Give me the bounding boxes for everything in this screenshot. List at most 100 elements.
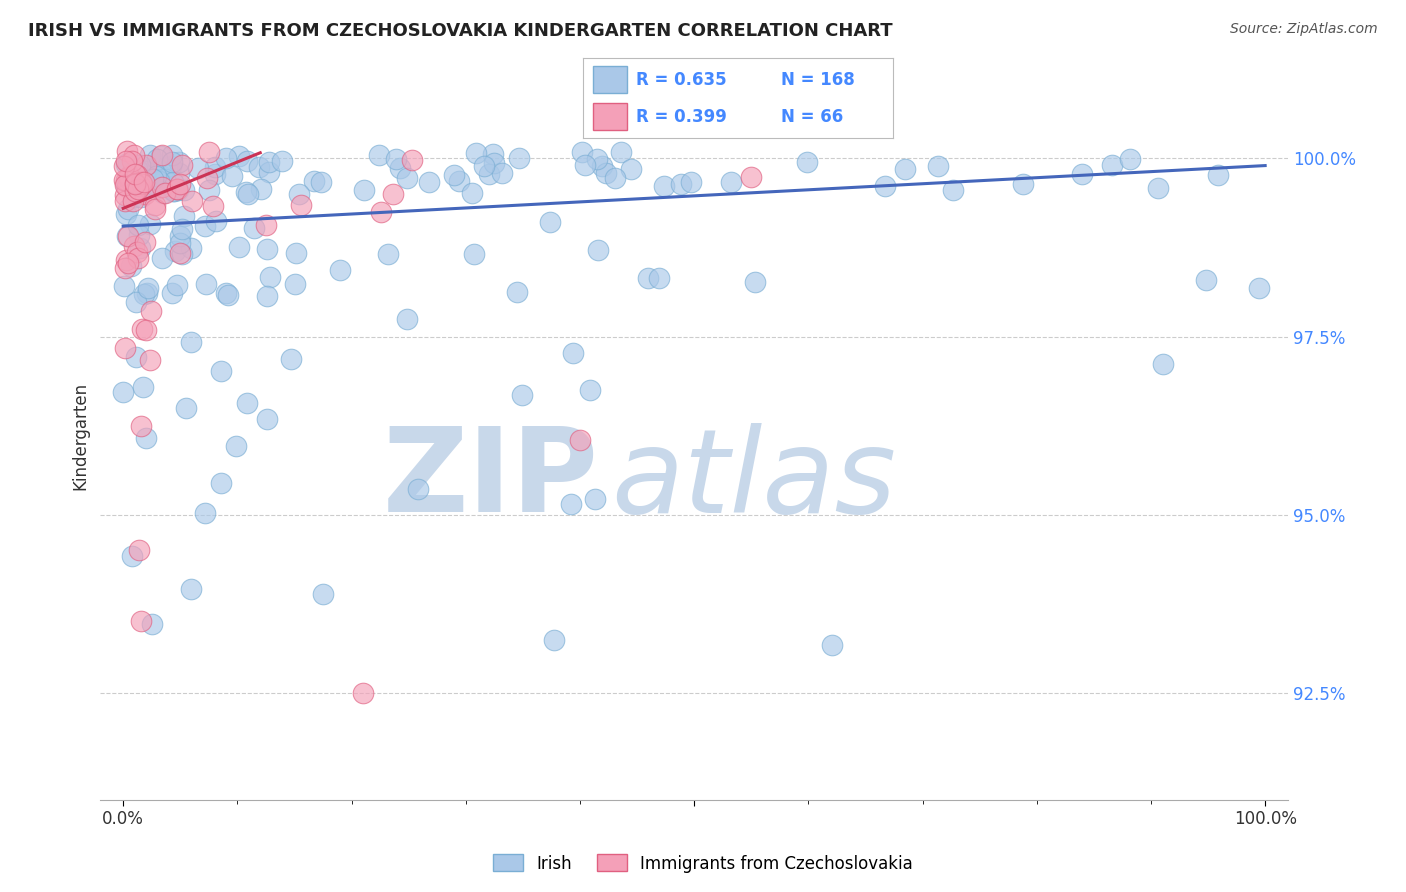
Point xyxy=(166,181,188,195)
Point xyxy=(117,145,139,159)
Point xyxy=(284,246,307,260)
Point xyxy=(679,175,702,189)
Point xyxy=(114,194,136,209)
Point xyxy=(505,285,527,300)
Point xyxy=(821,638,844,652)
Point xyxy=(114,178,136,193)
Point xyxy=(215,152,238,166)
Point xyxy=(114,154,136,169)
Point xyxy=(221,169,243,183)
Point xyxy=(117,171,139,186)
Point xyxy=(125,351,148,365)
Point xyxy=(143,202,166,217)
Point xyxy=(1152,357,1174,371)
Point xyxy=(150,149,173,163)
Text: R = 0.635: R = 0.635 xyxy=(636,70,727,88)
Point xyxy=(187,161,209,176)
Point xyxy=(1206,168,1229,182)
Point xyxy=(138,217,160,231)
Point xyxy=(235,186,257,200)
Point xyxy=(165,244,187,258)
Point xyxy=(141,304,163,318)
Point xyxy=(146,152,169,166)
Point xyxy=(115,173,138,187)
Point xyxy=(117,202,139,216)
Point xyxy=(136,281,159,295)
Point xyxy=(145,169,167,183)
Point xyxy=(463,247,485,261)
Point xyxy=(401,153,423,167)
Point xyxy=(477,167,499,181)
Point xyxy=(609,145,631,160)
Point xyxy=(560,497,582,511)
Point xyxy=(115,228,138,243)
Point xyxy=(118,169,141,184)
Point xyxy=(150,148,173,162)
Point xyxy=(235,153,257,168)
Point xyxy=(591,159,613,173)
Point xyxy=(443,168,465,182)
Point xyxy=(166,277,188,292)
Point xyxy=(472,160,495,174)
Point xyxy=(280,351,302,366)
Point xyxy=(125,294,148,309)
Point xyxy=(117,256,139,270)
Point xyxy=(1119,152,1142,166)
Point xyxy=(1101,158,1123,172)
Point xyxy=(136,286,159,301)
Point xyxy=(302,174,325,188)
Point xyxy=(543,633,565,648)
Point xyxy=(114,157,136,171)
Point xyxy=(150,252,173,266)
Point xyxy=(228,240,250,254)
Point xyxy=(586,243,609,257)
Point xyxy=(124,178,146,193)
Point xyxy=(180,241,202,255)
Point xyxy=(217,287,239,301)
Text: atlas: atlas xyxy=(612,423,896,537)
Point xyxy=(1147,181,1170,195)
Point xyxy=(637,271,659,285)
Point xyxy=(173,183,195,197)
Point xyxy=(131,189,153,203)
Point xyxy=(159,159,181,173)
Point xyxy=(114,341,136,355)
Point xyxy=(134,180,156,194)
Point xyxy=(115,178,138,193)
Point xyxy=(114,187,136,202)
Point xyxy=(131,177,153,191)
Point xyxy=(197,145,219,159)
Y-axis label: Kindergarten: Kindergarten xyxy=(72,382,89,491)
Text: R = 0.399: R = 0.399 xyxy=(636,108,727,126)
Point xyxy=(389,161,412,176)
Point xyxy=(174,401,197,416)
Point xyxy=(568,433,591,447)
Point xyxy=(396,312,419,326)
Point xyxy=(148,173,170,187)
Point xyxy=(562,345,585,359)
Point xyxy=(396,171,419,186)
Point xyxy=(194,219,217,234)
Point xyxy=(127,182,149,196)
Point xyxy=(160,148,183,162)
Point xyxy=(256,243,278,257)
Point xyxy=(236,396,259,410)
Point xyxy=(131,175,153,189)
Point xyxy=(117,156,139,170)
Point xyxy=(720,175,742,189)
Point xyxy=(152,180,174,194)
Point xyxy=(124,184,146,198)
Point xyxy=(571,145,593,159)
Point xyxy=(169,236,191,251)
Point xyxy=(167,183,190,197)
Point xyxy=(128,228,150,243)
Point xyxy=(124,239,146,253)
Point xyxy=(132,287,155,301)
Point xyxy=(128,170,150,185)
Point xyxy=(894,161,917,176)
Point xyxy=(172,158,194,172)
Point xyxy=(169,155,191,169)
FancyBboxPatch shape xyxy=(593,103,627,130)
Point xyxy=(180,582,202,596)
Point xyxy=(508,151,530,165)
